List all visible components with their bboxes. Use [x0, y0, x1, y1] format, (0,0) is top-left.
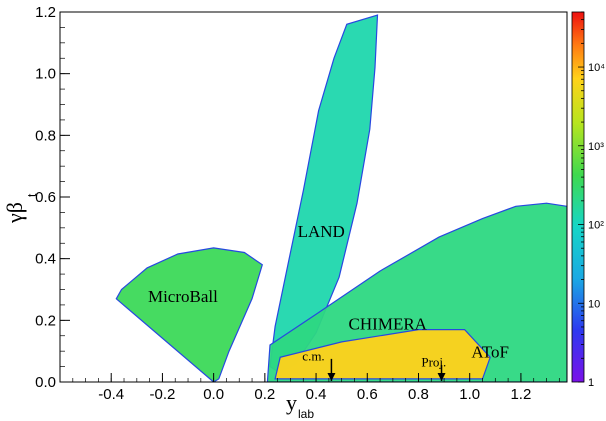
colorbar-tick-label: 10⁴ — [588, 62, 605, 74]
annotation-land: LAND — [298, 222, 345, 241]
heat-region-chimera-core — [274, 329, 491, 380]
x-tick-label: 0.6 — [357, 386, 378, 403]
annotation-proj: Proj. — [421, 355, 446, 370]
heat-regions — [115, 14, 567, 382]
colorbar-tick-label: 10 — [588, 298, 600, 310]
x-tick-label: 0.0 — [203, 386, 224, 403]
annotation-microball: MicroBall — [148, 287, 218, 306]
y-tick-label: 0.2 — [35, 312, 56, 329]
x-axis-label: y lab — [286, 390, 314, 421]
y-axis-label-sub: t — [25, 193, 39, 197]
y-tick-label: 0.0 — [35, 374, 56, 391]
colorbar-ticks: 1 10 10² 10³ 10⁴ — [578, 11, 605, 389]
y-axis-label-main: γβ — [2, 202, 27, 224]
colorbar-tick-label: 10³ — [588, 141, 604, 153]
arrow-cm-head — [327, 373, 336, 381]
colorbar-tick-label: 10² — [588, 220, 604, 232]
annotation-cm: c.m. — [302, 348, 324, 363]
x-axis-label-main: y — [286, 390, 297, 415]
annotation-chimera: CHIMERA — [349, 315, 428, 334]
arrow-proj-head — [437, 373, 446, 381]
x-tick-label: -0.4 — [98, 386, 124, 403]
y-tick-label: 1.2 — [35, 4, 56, 21]
x-axis-ticks: -0.4 -0.2 0.0 0.2 0.4 0.6 0.8 1.0 1.2 — [59, 373, 560, 403]
x-tick-label: 0.4 — [306, 386, 327, 403]
colorbar-gradient — [571, 11, 585, 383]
x-tick-label: 0.2 — [254, 386, 275, 403]
x-tick-label: 1.2 — [510, 386, 531, 403]
y-axis-ticks: 0.0 0.2 0.4 0.6 0.8 1.0 1.2 — [35, 4, 70, 391]
y-tick-label: 1.0 — [35, 66, 56, 83]
annotation-atof: AToF — [471, 342, 509, 361]
x-tick-label: -0.2 — [149, 386, 175, 403]
heat-region-microball — [115, 247, 264, 382]
colorbar-tick-label: 1 — [588, 377, 594, 389]
plot-area: -0.4 -0.2 0.0 0.2 0.4 0.6 0.8 1.0 1.2 0.00.20.40… — [35, 4, 568, 403]
colorbar: 1 10 10² 10³ 10⁴ — [571, 11, 605, 389]
annotations: MicroBall LAND CHIMERA AToF c.m. Proj. — [148, 222, 509, 381]
y-tick-label: 0.8 — [35, 127, 56, 144]
y-axis-label: γβ t — [2, 193, 39, 224]
heat-region-chimera-atof — [266, 202, 567, 382]
x-tick-label: 0.8 — [408, 386, 429, 403]
y-tick-label: 0.6 — [35, 189, 56, 206]
y-tick-label: 0.4 — [35, 251, 56, 268]
x-tick-label: 1.0 — [459, 386, 480, 403]
x-axis-label-sub: lab — [298, 407, 314, 421]
